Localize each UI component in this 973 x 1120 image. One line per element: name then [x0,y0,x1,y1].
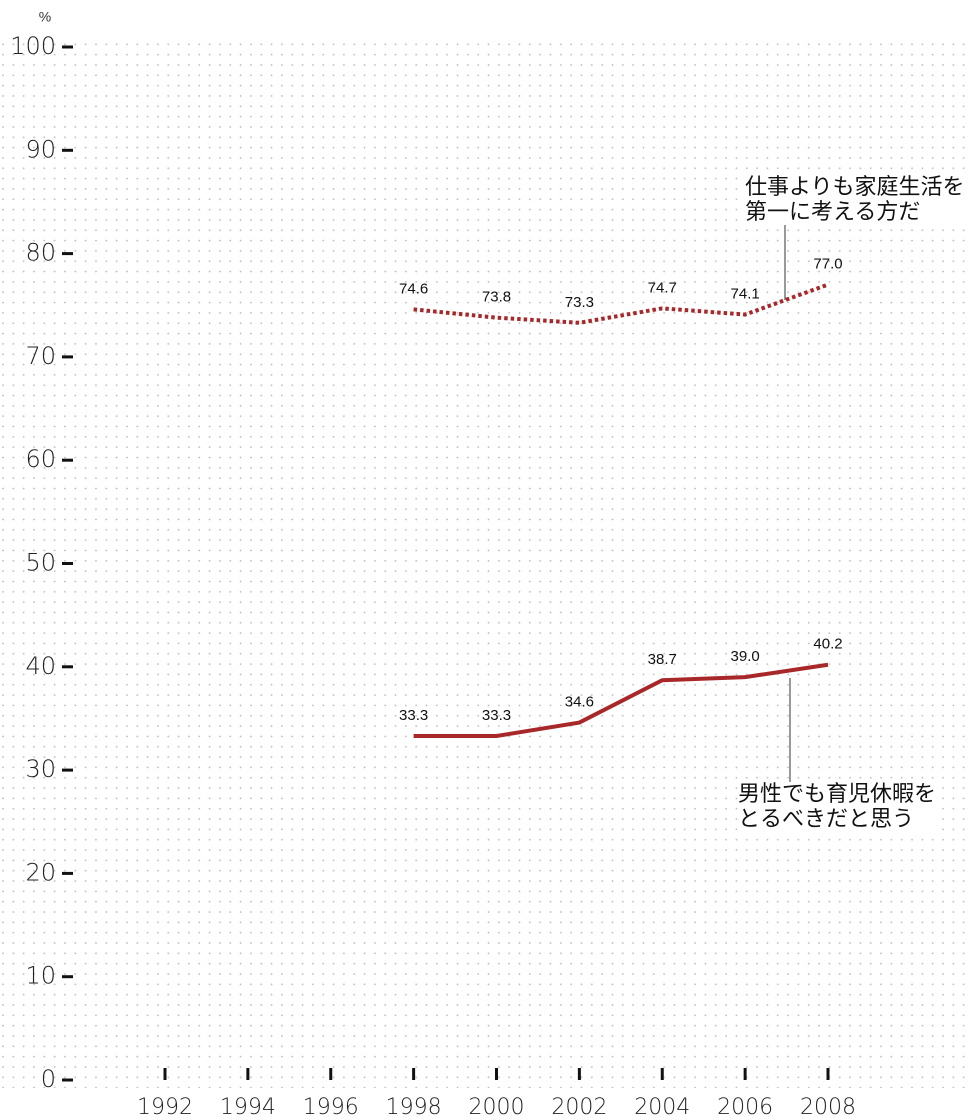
data-label: 34.6 [565,694,594,711]
data-label: 40.2 [813,636,842,653]
x-tick-label: 2004 [634,1095,690,1120]
y-tick-label: 0 [41,1065,56,1093]
series-line [413,282,829,325]
x-tick-label: 2006 [717,1095,773,1120]
data-label: 73.3 [565,294,594,311]
data-label: 33.3 [482,707,511,724]
x-tick-label: 2008 [800,1095,856,1120]
y-tick-label: 100 [10,32,56,60]
unit-label: % [39,9,51,25]
x-tick-label: 1998 [386,1095,442,1120]
data-label: 74.6 [399,280,428,297]
data-label: 77.0 [813,256,842,273]
y-tick-label: 30 [25,755,56,783]
x-tick-label: 2002 [551,1095,607,1120]
series-label: 仕事よりも家庭生活を第一に考える方だ [745,175,965,225]
y-tick-label: 40 [25,652,56,680]
data-label: 73.8 [482,289,511,306]
x-tick-label: 1992 [137,1095,193,1120]
x-tick-label: 2000 [469,1095,525,1120]
y-tick-label: 90 [25,135,56,163]
series-line [413,662,829,739]
data-label: 39.0 [731,648,760,665]
y-tick-label: 80 [25,239,56,267]
y-tick-label: 70 [25,342,56,370]
y-tick-label: 10 [25,962,56,990]
x-tick-label: 1996 [303,1095,359,1120]
x-tick-label: 1994 [220,1095,276,1120]
y-tick-label: 60 [25,445,56,473]
y-tick-label: 50 [25,549,56,577]
data-label: 38.7 [648,651,677,668]
series-label: 男性でも育児休暇をとるべきだと思う [738,782,937,832]
data-label: 33.3 [399,707,428,724]
data-label: 74.1 [731,286,760,303]
data-label: 74.7 [648,279,677,296]
y-tick-label: 20 [25,858,56,886]
